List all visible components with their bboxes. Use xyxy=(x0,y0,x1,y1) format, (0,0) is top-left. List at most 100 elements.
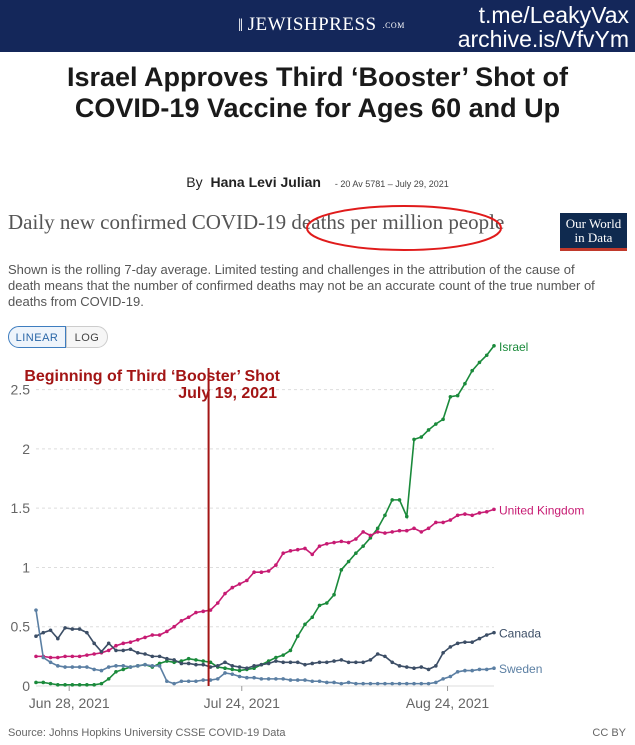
data-point-sweden xyxy=(404,681,409,686)
data-point-united-kingdom xyxy=(339,539,344,544)
data-point-united-kingdom xyxy=(426,526,431,531)
data-point-united-kingdom xyxy=(346,540,351,545)
data-point-sweden xyxy=(484,667,489,672)
data-point-united-kingdom xyxy=(310,552,315,557)
data-point-canada xyxy=(266,661,271,666)
y-tick-label: 1.5 xyxy=(11,500,31,516)
chart-source: Source: Johns Hopkins University CSSE CO… xyxy=(8,727,286,739)
license-label: CC BY xyxy=(592,727,626,739)
author-link[interactable]: Hana Levi Julian xyxy=(210,174,321,190)
data-point-united-kingdom xyxy=(390,530,395,534)
linear-scale-button[interactable]: LINEAR xyxy=(8,326,66,348)
data-point-israel xyxy=(295,634,300,639)
series-label-canada: Canada xyxy=(499,627,541,641)
data-point-canada xyxy=(492,630,496,635)
data-point-canada xyxy=(281,660,285,665)
data-point-israel xyxy=(274,655,278,660)
data-point-canada xyxy=(361,660,365,665)
data-point-canada xyxy=(419,665,424,669)
data-point-canada xyxy=(70,627,75,631)
data-point-israel xyxy=(186,656,191,661)
data-point-canada xyxy=(194,662,198,667)
data-point-israel xyxy=(441,417,445,422)
data-point-canada xyxy=(426,667,431,672)
data-point-united-kingdom xyxy=(223,591,227,596)
data-point-sweden xyxy=(324,680,329,685)
data-point-israel xyxy=(419,435,424,439)
data-point-united-kingdom xyxy=(368,533,373,538)
data-point-united-kingdom xyxy=(375,530,380,534)
data-point-canada xyxy=(404,665,409,669)
data-point-sweden xyxy=(99,668,104,673)
data-point-sweden xyxy=(172,681,176,686)
log-scale-button[interactable]: LOG xyxy=(66,326,108,348)
data-point-sweden xyxy=(397,681,402,686)
watermark-line-2: archive.is/VfvYm xyxy=(457,26,629,52)
data-point-sweden xyxy=(245,675,249,680)
jewishpress-logo[interactable]: ‖ JEWISHPRESS .COM xyxy=(238,14,405,36)
data-point-canada xyxy=(121,648,126,653)
data-point-canada xyxy=(77,627,82,631)
data-point-united-kingdom xyxy=(179,619,184,623)
data-point-sweden xyxy=(85,665,89,669)
y-tick-label: 1 xyxy=(22,559,30,575)
data-point-israel xyxy=(201,659,206,663)
data-point-canada xyxy=(397,664,402,668)
data-point-canada xyxy=(85,630,89,635)
owid-logo[interactable]: Our World in Data xyxy=(560,213,627,251)
series-label-israel: Israel xyxy=(499,340,528,354)
data-point-sweden xyxy=(390,681,395,686)
data-point-united-kingdom xyxy=(70,654,75,659)
data-point-united-kingdom xyxy=(157,633,162,637)
data-point-united-kingdom xyxy=(172,624,176,629)
data-point-sweden xyxy=(41,655,46,660)
data-point-israel xyxy=(426,428,431,432)
data-point-sweden xyxy=(274,677,278,681)
data-point-sweden xyxy=(114,664,118,668)
data-point-israel xyxy=(223,666,227,671)
data-point-united-kingdom xyxy=(288,549,293,553)
data-point-israel xyxy=(281,653,285,657)
data-point-canada xyxy=(477,636,482,641)
data-point-sweden xyxy=(354,681,358,686)
data-point-united-kingdom xyxy=(143,635,147,640)
highlight-ellipse xyxy=(306,205,502,251)
data-point-sweden xyxy=(463,668,467,673)
data-point-canada xyxy=(106,641,111,646)
data-point-sweden xyxy=(194,679,198,684)
data-point-israel xyxy=(448,394,453,399)
data-point-israel xyxy=(114,669,118,674)
data-point-canada xyxy=(295,660,300,665)
data-point-israel xyxy=(346,559,351,564)
data-point-israel xyxy=(99,681,104,686)
data-point-united-kingdom xyxy=(354,537,358,541)
data-point-united-kingdom xyxy=(63,654,67,659)
y-tick-label: 0.5 xyxy=(11,619,31,635)
data-point-canada xyxy=(390,660,395,665)
watermark-line-1: t.me/LeakyVax xyxy=(478,2,629,28)
data-point-united-kingdom xyxy=(121,641,126,646)
data-point-united-kingdom xyxy=(252,570,256,574)
data-point-united-kingdom xyxy=(56,655,60,660)
data-point-canada xyxy=(41,630,46,635)
data-point-canada xyxy=(303,662,307,667)
series-label-united-kingdom: United Kingdom xyxy=(499,503,584,517)
data-point-israel xyxy=(230,667,235,672)
byline: By Hana Levi Julian - 20 Av 5781 – July … xyxy=(0,174,635,190)
data-point-israel xyxy=(397,498,402,502)
data-point-canada xyxy=(48,628,53,633)
data-point-united-kingdom xyxy=(361,530,365,534)
data-point-canada xyxy=(324,660,329,665)
data-point-israel xyxy=(404,514,409,519)
series-line-sweden xyxy=(35,610,495,685)
data-point-israel xyxy=(288,648,293,653)
data-point-united-kingdom xyxy=(412,526,416,531)
data-point-sweden xyxy=(128,665,133,669)
data-point-canada xyxy=(463,640,467,644)
series-line-israel xyxy=(36,345,495,686)
data-point-sweden xyxy=(201,678,206,682)
data-point-sweden xyxy=(281,677,285,681)
data-point-united-kingdom xyxy=(85,653,89,657)
